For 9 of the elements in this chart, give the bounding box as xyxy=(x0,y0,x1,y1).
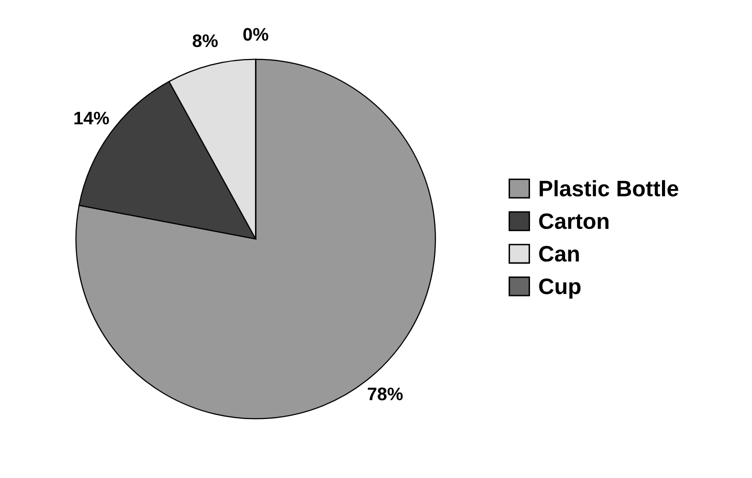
data-label: 14% xyxy=(74,112,109,124)
legend-label: Plastic Bottle xyxy=(540,180,678,196)
legend-label: Cup xyxy=(539,278,580,299)
legend-label: Carton xyxy=(539,213,608,230)
legend-label: Can xyxy=(539,246,579,262)
data-label: 8% xyxy=(192,34,218,48)
pie-slice xyxy=(75,58,436,420)
data-label: 78% xyxy=(368,388,403,400)
text: 0% xyxy=(243,28,268,41)
